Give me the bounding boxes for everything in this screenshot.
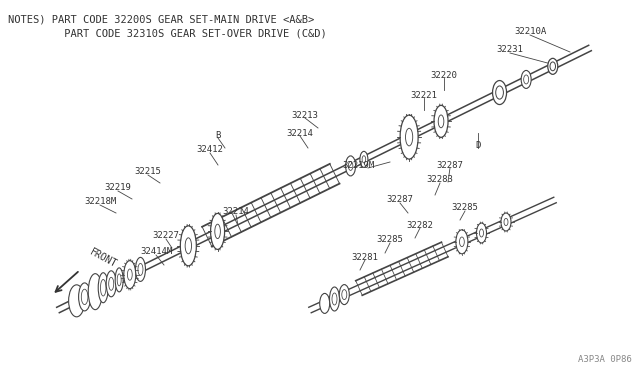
Ellipse shape: [434, 105, 448, 137]
Text: 32285: 32285: [376, 235, 403, 244]
Text: 32287: 32287: [436, 160, 463, 170]
Ellipse shape: [88, 274, 102, 310]
Ellipse shape: [346, 156, 356, 176]
Ellipse shape: [136, 257, 145, 281]
Text: 32220: 32220: [431, 71, 458, 80]
Text: 32221: 32221: [411, 90, 437, 99]
Ellipse shape: [548, 58, 558, 74]
Text: 32214: 32214: [287, 128, 314, 138]
Ellipse shape: [106, 271, 116, 297]
Text: 32231: 32231: [497, 45, 524, 55]
Ellipse shape: [330, 287, 339, 311]
Text: 32414M: 32414M: [140, 247, 172, 257]
Text: 32412: 32412: [196, 145, 223, 154]
Text: 32227: 32227: [152, 231, 179, 241]
Ellipse shape: [115, 268, 123, 292]
Ellipse shape: [180, 226, 196, 266]
Text: 32218M: 32218M: [84, 198, 116, 206]
Text: 32281: 32281: [351, 253, 378, 262]
Ellipse shape: [68, 285, 84, 317]
Ellipse shape: [79, 283, 91, 311]
Ellipse shape: [98, 273, 108, 303]
Ellipse shape: [521, 70, 531, 89]
Text: FRONT: FRONT: [88, 247, 118, 269]
Ellipse shape: [400, 115, 418, 159]
Text: 32219: 32219: [104, 183, 131, 192]
Text: 32285: 32285: [452, 203, 479, 212]
Text: PART CODE 32310S GEAR SET-OVER DRIVE (C&D): PART CODE 32310S GEAR SET-OVER DRIVE (C&…: [8, 28, 327, 38]
Ellipse shape: [360, 151, 368, 167]
Ellipse shape: [493, 81, 507, 105]
Text: 32213: 32213: [292, 110, 319, 119]
Ellipse shape: [501, 213, 511, 231]
Text: 32214: 32214: [223, 208, 250, 217]
Text: A3P3A 0P86: A3P3A 0P86: [579, 355, 632, 364]
Text: 32282: 32282: [406, 221, 433, 230]
Text: 32283: 32283: [427, 176, 453, 185]
Ellipse shape: [320, 294, 330, 313]
Text: B: B: [215, 131, 221, 140]
Ellipse shape: [124, 261, 136, 289]
Text: 32215: 32215: [134, 167, 161, 176]
Ellipse shape: [339, 285, 349, 305]
Ellipse shape: [477, 223, 486, 243]
Text: 32287: 32287: [387, 196, 413, 205]
Text: 32219M: 32219M: [342, 160, 374, 170]
Ellipse shape: [456, 230, 468, 254]
Text: NOTES) PART CODE 32200S GEAR SET-MAIN DRIVE <A&B>: NOTES) PART CODE 32200S GEAR SET-MAIN DR…: [8, 14, 314, 24]
Text: D: D: [476, 141, 481, 150]
Ellipse shape: [211, 214, 225, 249]
Text: 32210A: 32210A: [514, 28, 546, 36]
